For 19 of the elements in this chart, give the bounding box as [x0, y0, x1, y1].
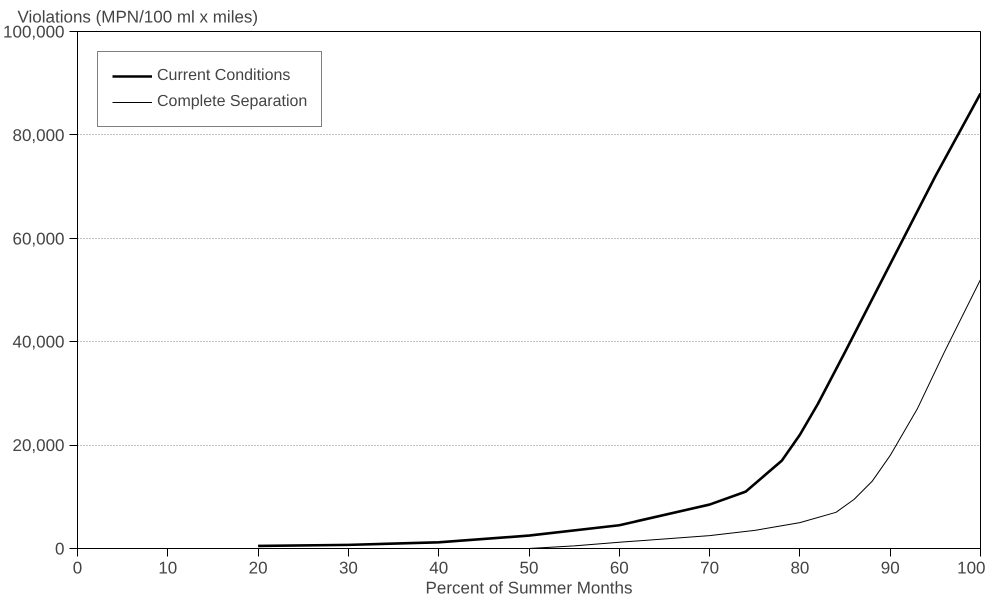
x-tick-label: 10 — [158, 558, 178, 578]
legend-label: Current Conditions — [157, 67, 290, 85]
x-tick-label: 0 — [72, 558, 82, 578]
y-tick-label: 20,000 — [12, 436, 65, 456]
x-tick-label: 20 — [248, 558, 268, 578]
x-tick-label: 100 — [957, 558, 986, 578]
legend-label: Complete Separation — [157, 93, 308, 111]
x-tick-label: 80 — [790, 558, 810, 578]
x-tick-label: 70 — [700, 558, 720, 578]
y-tick-label: 60,000 — [12, 229, 65, 248]
x-tick-label: 50 — [520, 558, 538, 578]
y-tick-label: 40,000 — [12, 332, 65, 352]
y-tick-label: 0 — [55, 540, 65, 558]
x-tick-label: 90 — [880, 558, 900, 578]
x-tick-label: 40 — [429, 558, 448, 578]
x-axis-title: Percent of Summer Months — [426, 578, 632, 598]
x-tick-label: 60 — [610, 558, 629, 578]
y-tick-label: 80,000 — [12, 126, 65, 145]
x-tick-label: 30 — [338, 558, 358, 578]
